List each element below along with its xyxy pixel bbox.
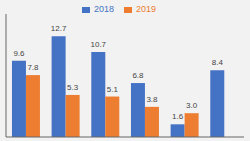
svg-text:7.8: 7.8 bbox=[27, 63, 39, 72]
svg-text:12.7: 12.7 bbox=[51, 24, 67, 33]
svg-text:5.1: 5.1 bbox=[107, 85, 119, 94]
svg-text:3.8: 3.8 bbox=[146, 95, 158, 104]
svg-text:5.3: 5.3 bbox=[67, 83, 79, 92]
svg-text:8.4: 8.4 bbox=[212, 58, 224, 67]
html-text:2019: 2019 bbox=[136, 4, 156, 14]
svg-text:1.6: 1.6 bbox=[172, 112, 184, 121]
svg-text:3.0: 3.0 bbox=[186, 101, 198, 110]
svg-text:6.8: 6.8 bbox=[132, 71, 144, 80]
html-text:2018: 2018 bbox=[94, 4, 114, 14]
svg-text:10.7: 10.7 bbox=[90, 40, 106, 49]
svg-text:9.6: 9.6 bbox=[13, 49, 25, 58]
